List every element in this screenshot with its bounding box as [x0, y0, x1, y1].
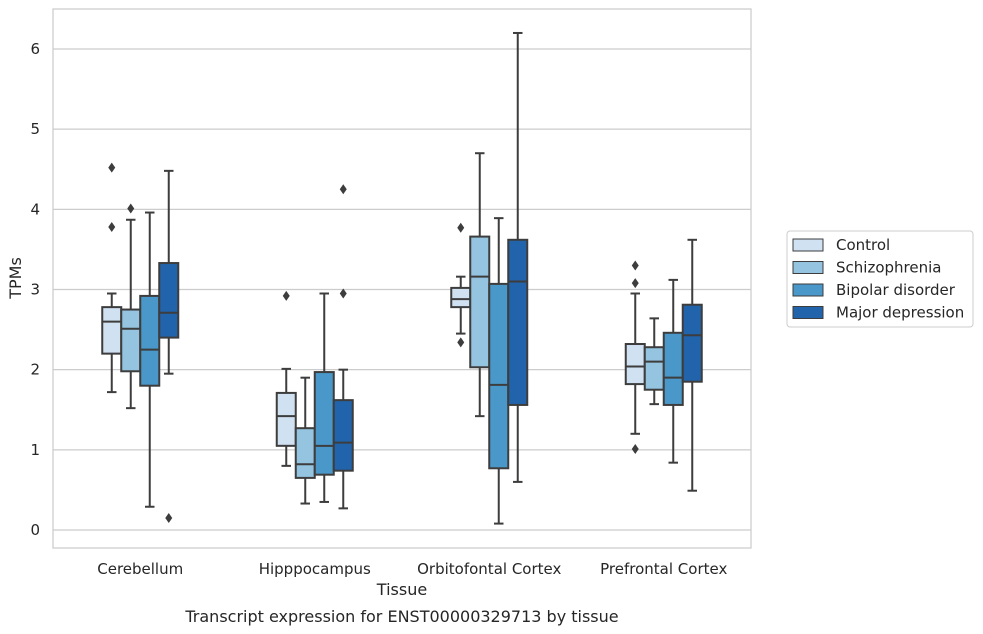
outlier-point [108, 162, 116, 173]
outlier-point [631, 444, 639, 455]
outlier-point [457, 337, 465, 348]
box-bipolar-disorder [488, 217, 510, 525]
box-bipolar-disorder [139, 211, 161, 508]
box-bipolar-disorder [662, 278, 684, 464]
outlier-point [457, 222, 465, 233]
box-control [275, 290, 297, 467]
box-control [624, 260, 646, 455]
iqr-box [158, 262, 180, 339]
y-tick-labels: 0 1 2 3 4 5 6 [30, 40, 40, 539]
iqr-box [101, 306, 123, 355]
iqr-box [332, 399, 354, 472]
y-tick-label: 1 [30, 441, 40, 459]
box-control [450, 222, 472, 348]
iqr-box [294, 427, 316, 479]
legend-swatch [792, 283, 824, 297]
x-tick-labels: Cerebellum Hipppocampus Orbitofontal Corte… [97, 560, 727, 578]
x-axis-label: Tissue [376, 580, 427, 599]
iqr-box [681, 303, 703, 383]
chart-caption: Transcript expression for ENST0000032971… [184, 607, 618, 626]
iqr-box [488, 282, 510, 470]
y-tick-label: 3 [30, 281, 40, 299]
outlier-point [165, 512, 173, 523]
legend-swatch [792, 238, 824, 252]
y-tick-label: 6 [30, 40, 40, 58]
outlier-point [631, 260, 639, 271]
iqr-box [120, 308, 142, 373]
legend-label: Bipolar disorder [836, 281, 956, 299]
y-tick-label: 2 [30, 361, 40, 379]
legend-frame [786, 230, 974, 328]
box-layer [101, 31, 703, 525]
box-major-depression [332, 184, 354, 510]
x-tick-label: Hipppocampus [259, 560, 371, 578]
plot-frame [52, 8, 752, 549]
iqr-box [139, 294, 161, 387]
box-major-depression [507, 31, 529, 483]
iqr-box [643, 346, 665, 391]
outlier-point [127, 203, 135, 214]
legend-label: Schizophrenia [836, 259, 941, 277]
y-tick-label: 4 [30, 200, 40, 218]
box-schizophrenia [120, 203, 142, 410]
iqr-box [313, 371, 335, 476]
box-major-depression [681, 238, 703, 492]
legend: Control Schizophrenia Bipolar disorder Majo… [786, 230, 974, 328]
box-schizophrenia [294, 376, 316, 505]
box-control [101, 162, 123, 394]
grid-lines [53, 48, 751, 531]
x-tick-label: Prefrontal Cortex [600, 560, 727, 578]
outlier-point [282, 290, 290, 301]
outlier-point [631, 278, 639, 289]
y-axis-label: TPMs [6, 257, 25, 300]
outlier-point [339, 288, 347, 299]
box-schizophrenia [643, 317, 665, 406]
legend-swatch [792, 306, 824, 319]
iqr-box [275, 391, 297, 447]
iqr-box [662, 331, 684, 406]
box-bipolar-disorder [313, 292, 335, 503]
box-schizophrenia [469, 152, 491, 418]
outlier-point [108, 221, 116, 232]
iqr-box [469, 235, 491, 369]
legend-swatch [792, 261, 824, 274]
y-tick-label: 0 [30, 521, 40, 539]
iqr-box [450, 286, 472, 309]
legend-label: Major depression [836, 304, 964, 322]
legend-label: Control [836, 236, 890, 254]
box-major-depression [158, 169, 180, 523]
iqr-box [624, 343, 646, 386]
y-tick-label: 5 [30, 120, 40, 138]
x-tick-label: Cerebellum [97, 560, 183, 578]
x-tick-label: Orbitofontal Cortex [417, 560, 561, 578]
iqr-box [507, 238, 529, 406]
outlier-point [339, 184, 347, 195]
